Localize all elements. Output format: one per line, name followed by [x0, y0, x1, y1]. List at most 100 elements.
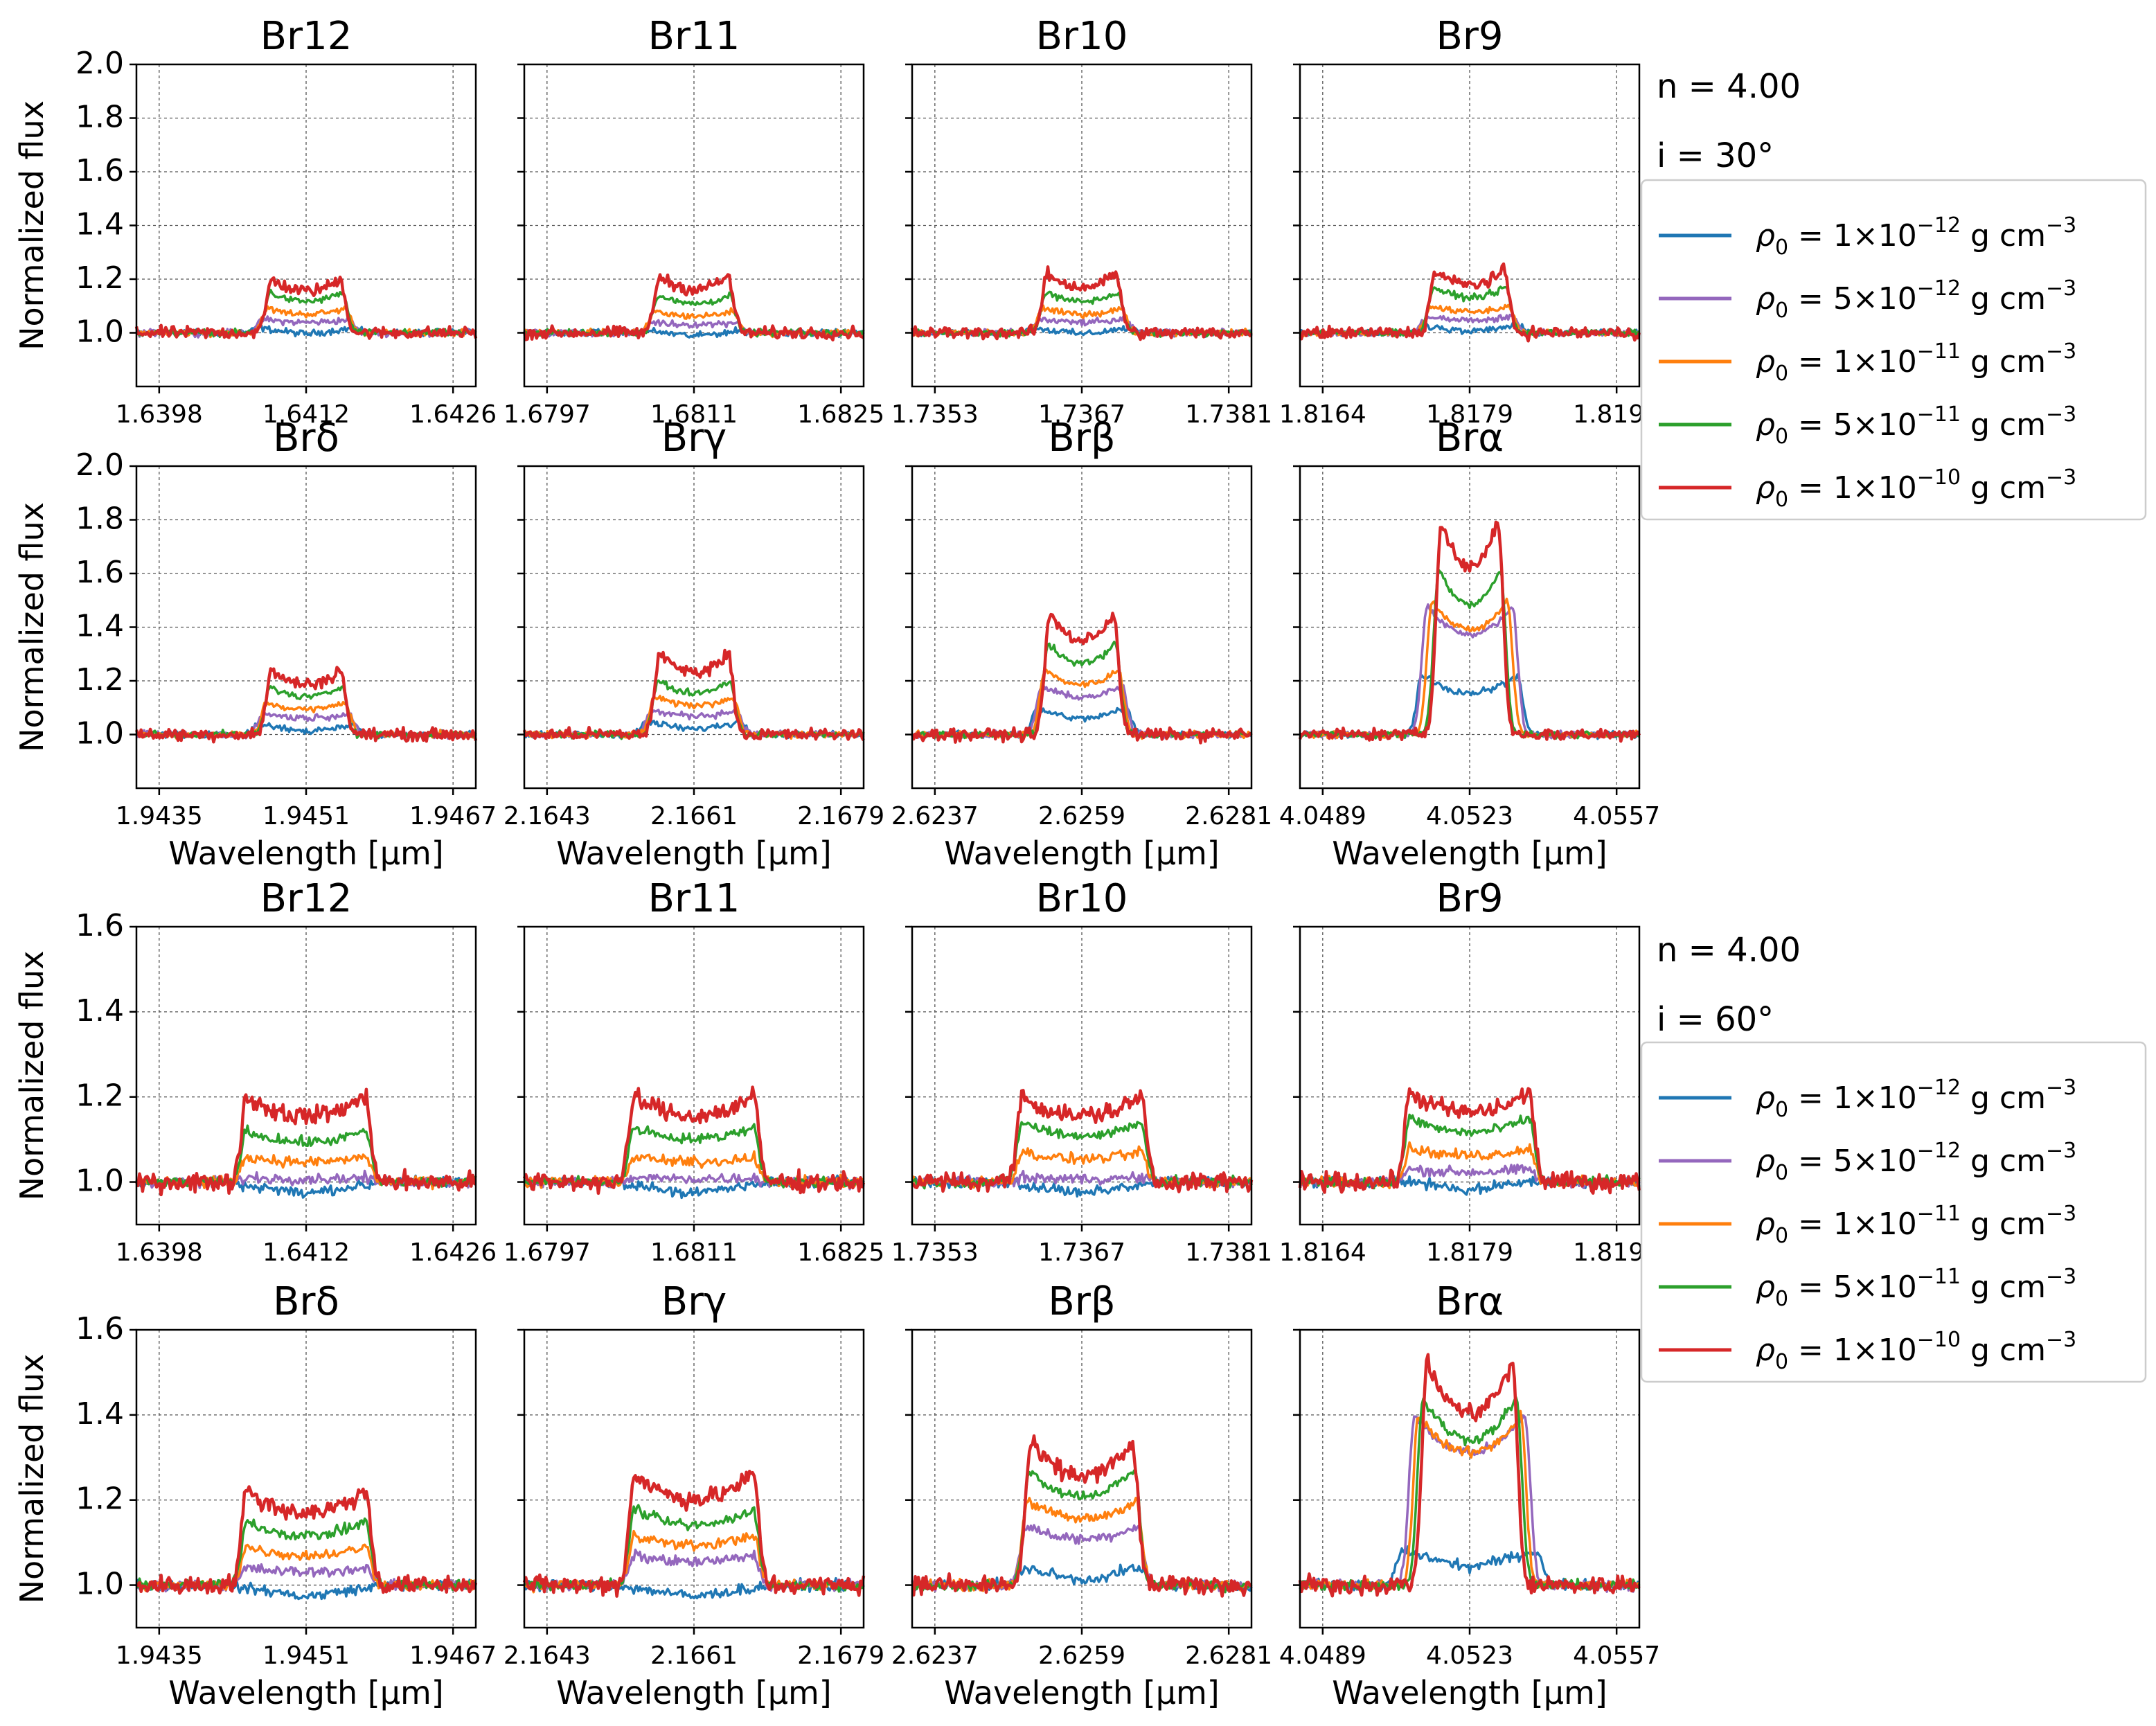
y-tick-label: 1.0	[75, 716, 124, 751]
x-tick-label: 2.6281	[1185, 802, 1272, 830]
legend-label: ρ0 = 5×10−12 g cm−3	[1756, 1139, 2076, 1185]
series-line-red	[522, 1469, 866, 1598]
y-tick-label: 1.6	[75, 1311, 124, 1346]
legend-item: ρ0 = 1×10−12 g cm−3	[1659, 1076, 2076, 1122]
legend-label: ρ0 = 1×10−12 g cm−3	[1756, 213, 2076, 260]
x-tick-label: 2.1661	[650, 1642, 738, 1670]
panel-Br10: 1.7353 1.7367 1.7381 Br10	[891, 876, 1272, 1267]
y-axis-label: Normalized flux	[13, 100, 51, 350]
legend-label: ρ0 = 1×10−10 g cm−3	[1756, 1328, 2076, 1374]
legend-label: ρ0 = 1×10−11 g cm−3	[1756, 1202, 2076, 1248]
x-tick-label: 1.9451	[262, 802, 350, 830]
y-tick-label: 2.0	[75, 46, 124, 81]
series-line-red	[1299, 262, 1641, 343]
panel-title: Br12	[260, 876, 353, 921]
legend-box	[1640, 179, 2147, 521]
legend-label: ρ0 = 1×10−12 g cm−3	[1756, 1076, 2076, 1122]
x-tick-label: 1.8164	[1279, 400, 1366, 429]
x-tick-label: 1.9435	[116, 1642, 203, 1670]
legend-item: ρ0 = 1×10−11 g cm−3	[1659, 339, 2076, 386]
panel-title: Br9	[1436, 14, 1503, 59]
x-tick-label: 1.6797	[504, 400, 591, 429]
y-axis-label: Normalized flux	[13, 502, 51, 752]
x-tick-label: 1.6412	[262, 1238, 350, 1267]
y-tick-label: 1.2	[75, 662, 124, 697]
panel-Brδ: 1.0 1.2 1.4 1.6 1.9435 1.9451 1.9467 Brδ Wavelen…	[13, 1279, 497, 1711]
legend-box	[1640, 1041, 2147, 1383]
legend-item: ρ0 = 1×10−11 g cm−3	[1659, 1202, 2076, 1248]
legend: ρ0 = 1×10−12 g cm−3 ρ0 = 5×10−12 g cm−3 ρ0…	[1640, 1041, 2147, 1383]
legend-label: ρ0 = 1×10−10 g cm−3	[1756, 465, 2076, 512]
x-axis-label: Wavelength [μm]	[1332, 1674, 1607, 1711]
x-tick-label: 1.7353	[891, 400, 979, 429]
series-line-red	[522, 273, 865, 341]
panel-Brγ: 2.1643 2.1661 2.1679 Brγ Wavelength [μm]	[504, 1279, 884, 1711]
panel-title: Brδ	[273, 1279, 339, 1324]
y-tick-label: 1.8	[75, 100, 124, 135]
x-tick-label: 1.8164	[1279, 1238, 1366, 1267]
series-line-red	[911, 1434, 1252, 1598]
series-line-red	[910, 265, 1253, 341]
x-tick-label: 4.0557	[1573, 802, 1660, 830]
legend-label: ρ0 = 5×10−11 g cm−3	[1756, 1265, 2076, 1311]
y-tick-label: 1.2	[75, 1482, 124, 1517]
legend-item: ρ0 = 1×10−10 g cm−3	[1659, 465, 2076, 512]
panel-Br11: 1.6797 1.6811 1.6825 Br11	[504, 876, 884, 1267]
x-tick-label: 2.6259	[1038, 1642, 1125, 1670]
y-tick-label: 1.4	[75, 1396, 124, 1432]
x-tick-label: 1.6825	[797, 1238, 884, 1267]
x-tick-label: 1.7353	[891, 1238, 979, 1267]
series-line-red	[135, 1485, 478, 1595]
n-parameter-label: n = 4.00	[1657, 67, 1801, 106]
legend-item: ρ0 = 1×10−10 g cm−3	[1659, 1328, 2076, 1374]
x-axis-label: Wavelength [μm]	[944, 1674, 1219, 1711]
panel-Brα: 4.0489 4.0523 4.0557 Brα Wavelength [μm]	[1279, 1279, 1660, 1711]
legend-label: ρ0 = 5×10−12 g cm−3	[1756, 276, 2076, 323]
x-axis-label: Wavelength [μm]	[556, 1674, 831, 1711]
n-parameter-label: n = 4.00	[1657, 931, 1801, 970]
panel-title: Brα	[1436, 416, 1504, 461]
x-axis-label: Wavelength [μm]	[168, 835, 443, 872]
y-tick-label: 1.6	[75, 555, 124, 590]
x-axis-label: Wavelength [μm]	[556, 835, 831, 872]
y-tick-label: 1.0	[75, 314, 124, 350]
series-line-red	[1298, 520, 1641, 743]
panel-Br11: 1.6797 1.6811 1.6825 Br11	[504, 14, 884, 429]
panel-Br12: 1.0 1.2 1.4 1.6 1.8 2.0 1.6398 1.6412 1.6426 Br12…	[13, 14, 497, 429]
panel-title: Brβ	[1048, 1279, 1115, 1324]
x-tick-label: 1.6811	[650, 400, 738, 429]
panel-Brγ: 2.1643 2.1661 2.1679 Brγ Wavelength [μm]	[504, 416, 884, 872]
x-tick-label: 2.1679	[797, 802, 884, 830]
x-tick-label: 4.0523	[1426, 802, 1513, 830]
x-tick-label: 4.0523	[1426, 1642, 1513, 1670]
panel-title: Br10	[1036, 876, 1128, 921]
legend-label: ρ0 = 1×10−11 g cm−3	[1756, 339, 2076, 386]
x-tick-label: 4.0557	[1573, 1642, 1660, 1670]
x-tick-label: 1.7381	[1185, 400, 1272, 429]
panel-Brβ: 2.6237 2.6259 2.6281 Brβ Wavelength [μm]	[891, 416, 1272, 872]
y-tick-label: 1.0	[75, 1164, 124, 1199]
x-tick-label: 2.6237	[891, 802, 979, 830]
y-tick-label: 1.6	[75, 153, 124, 188]
series-line-red	[134, 666, 478, 744]
x-tick-label: 1.7381	[1185, 1238, 1272, 1267]
y-tick-label: 1.4	[75, 609, 124, 644]
x-tick-label: 1.7367	[1038, 400, 1125, 429]
x-tick-label: 1.8179	[1426, 400, 1513, 429]
x-axis-label: Wavelength [μm]	[944, 835, 1219, 872]
x-tick-label: 2.6281	[1185, 1642, 1272, 1670]
panel-title: Brβ	[1048, 416, 1115, 461]
legend-item: ρ0 = 5×10−11 g cm−3	[1659, 402, 2076, 449]
y-tick-label: 1.4	[75, 207, 124, 242]
series-line-orange	[911, 1497, 1252, 1592]
x-tick-label: 1.6398	[116, 1238, 203, 1267]
panel-title: Br12	[260, 14, 353, 59]
inclination-label: i = 30°	[1657, 136, 1774, 175]
y-tick-label: 1.2	[75, 260, 124, 296]
x-tick-label: 2.1679	[797, 1642, 884, 1670]
y-axis-label: Normalized flux	[13, 951, 51, 1201]
series-line-red	[1298, 1353, 1641, 1598]
panel-title: Br11	[648, 14, 740, 59]
